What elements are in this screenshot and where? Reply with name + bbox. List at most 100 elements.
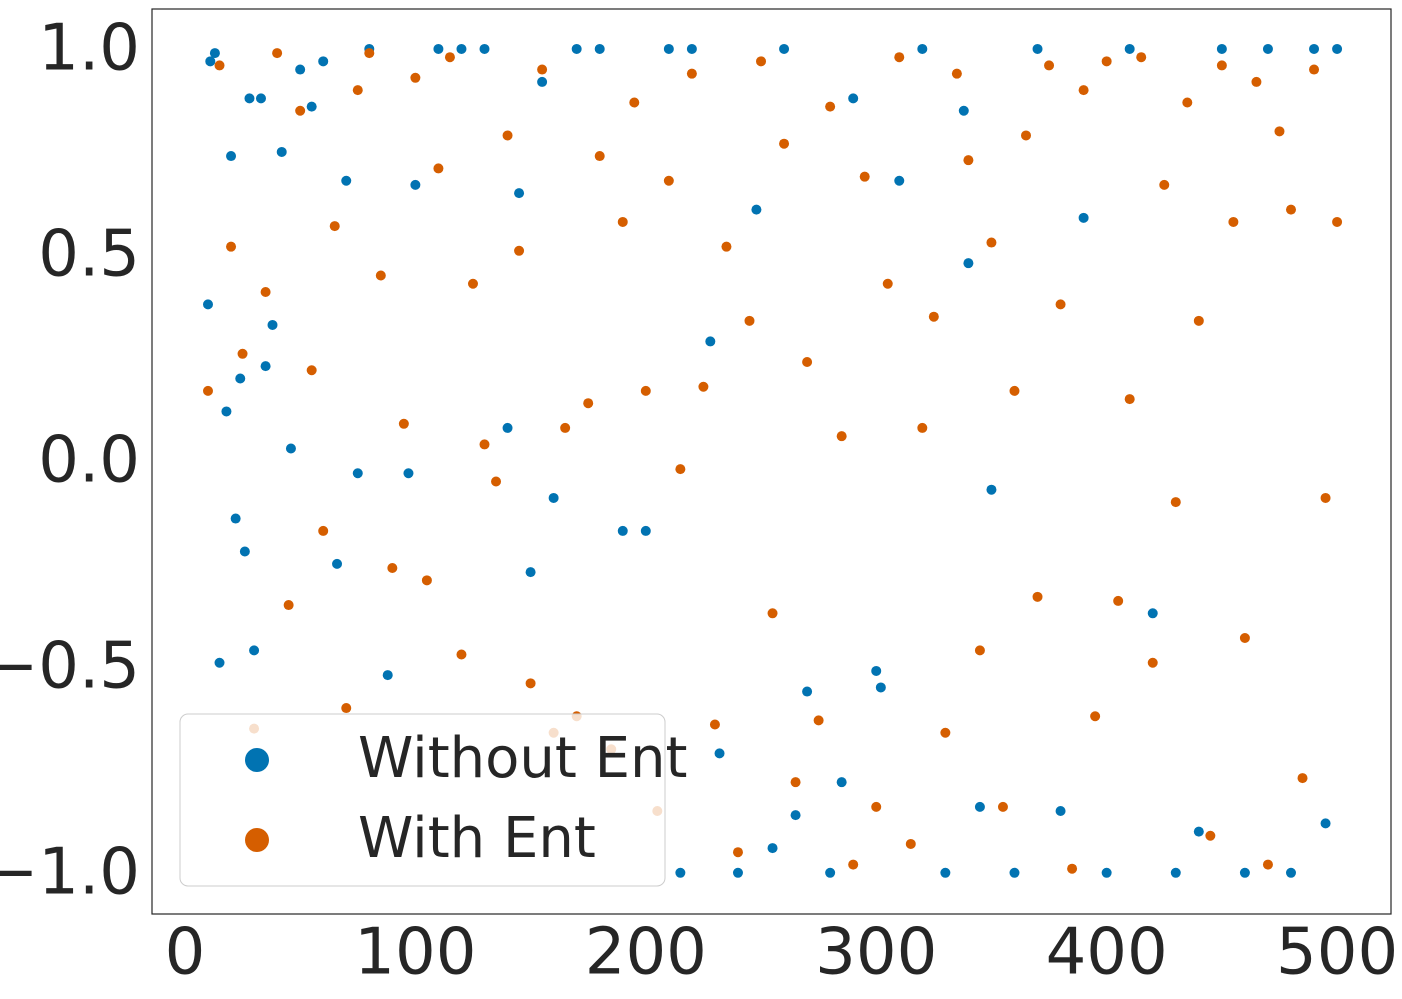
point: [267, 319, 278, 330]
point: [226, 241, 237, 252]
point: [341, 175, 352, 186]
point: [721, 241, 732, 252]
point: [283, 600, 294, 611]
point: [1009, 867, 1020, 878]
legend-label: With Ent: [358, 806, 596, 871]
point: [444, 52, 455, 63]
point: [221, 406, 232, 417]
point: [295, 64, 306, 75]
point: [698, 381, 709, 392]
point: [244, 93, 255, 104]
point: [629, 97, 640, 108]
point: [583, 398, 594, 409]
point: [894, 52, 905, 63]
point: [502, 422, 513, 433]
point: [848, 93, 859, 104]
point: [617, 525, 628, 536]
point: [790, 777, 801, 788]
point: [214, 60, 225, 71]
point: [352, 468, 363, 479]
point: [790, 810, 801, 821]
point: [751, 204, 762, 215]
point: [1101, 56, 1112, 67]
point: [1147, 608, 1158, 619]
point: [239, 546, 250, 557]
legend-marker: [245, 828, 269, 852]
point: [226, 151, 237, 162]
point: [974, 645, 985, 656]
point: [1262, 859, 1273, 870]
point: [1124, 43, 1135, 54]
point: [1182, 97, 1193, 108]
y-tick-label: −1.0: [0, 835, 140, 909]
point: [732, 867, 743, 878]
point: [882, 278, 893, 289]
point: [825, 101, 836, 112]
point: [1067, 863, 1078, 874]
point: [813, 715, 824, 726]
point: [1078, 85, 1089, 96]
point: [467, 278, 478, 289]
legend-marker: [245, 748, 269, 772]
point: [560, 422, 571, 433]
point: [571, 43, 582, 54]
point: [675, 464, 686, 475]
point: [479, 43, 490, 54]
point: [421, 575, 432, 586]
point: [1101, 867, 1112, 878]
point: [617, 216, 628, 227]
point: [285, 443, 296, 454]
y-tick-label: 1.0: [38, 12, 140, 86]
point: [1216, 60, 1227, 71]
point: [871, 801, 882, 812]
point: [859, 171, 870, 182]
point: [705, 336, 716, 347]
point: [382, 670, 393, 681]
point: [1193, 826, 1204, 837]
x-tick-label: 200: [585, 916, 707, 990]
point: [686, 68, 697, 79]
point: [1205, 830, 1216, 841]
point: [272, 48, 283, 59]
x-tick-label: 100: [354, 916, 476, 990]
point: [237, 348, 248, 359]
point: [456, 649, 467, 660]
point: [1332, 43, 1343, 54]
point: [1239, 867, 1250, 878]
point: [341, 703, 352, 714]
point: [1320, 492, 1331, 503]
point: [940, 727, 951, 738]
point: [986, 237, 997, 248]
point: [1055, 806, 1066, 817]
point: [398, 418, 409, 429]
x-tick-label: 300: [815, 916, 937, 990]
point: [525, 678, 536, 689]
point: [1032, 591, 1043, 602]
point: [1124, 394, 1135, 405]
x-tick-label: 0: [165, 916, 206, 990]
point: [214, 657, 225, 668]
point: [1228, 216, 1239, 227]
point: [260, 286, 271, 297]
point: [276, 146, 287, 157]
point: [1009, 385, 1020, 396]
point: [1055, 299, 1066, 310]
point: [1193, 315, 1204, 326]
point: [1159, 179, 1170, 190]
point: [306, 101, 317, 112]
point: [230, 513, 241, 524]
point: [767, 608, 778, 619]
point: [235, 373, 246, 384]
point: [802, 686, 813, 697]
point: [491, 476, 502, 487]
y-tick-label: 0.0: [38, 423, 140, 497]
point: [767, 843, 778, 854]
point: [894, 175, 905, 186]
point: [709, 719, 720, 730]
point: [686, 43, 697, 54]
point: [479, 439, 490, 450]
point: [928, 311, 939, 322]
point: [848, 859, 859, 870]
point: [974, 801, 985, 812]
